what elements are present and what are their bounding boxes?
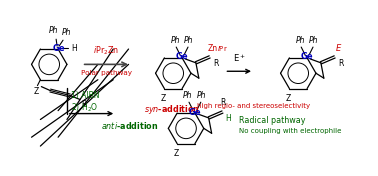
Text: E: E	[336, 44, 341, 53]
Text: R: R	[220, 98, 226, 107]
Text: No coupling with electrophile: No coupling with electrophile	[239, 128, 342, 134]
Text: high regio- and stereoselectivity: high regio- and stereoselectivity	[197, 103, 310, 109]
Text: Ph: Ph	[184, 36, 194, 45]
Text: $\it{anti}$-addition: $\it{anti}$-addition	[101, 121, 159, 131]
Text: Ph: Ph	[309, 36, 319, 45]
Text: Ge: Ge	[53, 43, 65, 53]
Text: Ge: Ge	[189, 108, 201, 117]
Text: Zn: Zn	[208, 44, 218, 53]
Text: 2) H$_2$O: 2) H$_2$O	[71, 101, 98, 114]
Text: R: R	[339, 59, 344, 68]
Text: Z: Z	[174, 149, 179, 158]
Text: Ge: Ge	[301, 52, 313, 61]
Text: E$^+$: E$^+$	[233, 53, 246, 64]
Text: Ph: Ph	[197, 91, 206, 100]
Text: $\it{i}$Pr: $\it{i}$Pr	[217, 44, 228, 53]
Text: Ge: Ge	[176, 52, 188, 61]
Text: $\it{syn}$-addition: $\it{syn}$-addition	[144, 103, 200, 116]
Text: Z: Z	[286, 93, 291, 102]
Text: Ph: Ph	[170, 36, 180, 45]
Text: Z: Z	[161, 93, 166, 102]
Text: $\it{i}$Pr$_2$Zn: $\it{i}$Pr$_2$Zn	[93, 45, 119, 58]
Text: Ph: Ph	[296, 36, 305, 45]
Text: Radical pathway: Radical pathway	[239, 116, 306, 125]
Text: Ph: Ph	[48, 26, 58, 35]
Text: Ph: Ph	[62, 28, 72, 37]
Text: Ph: Ph	[183, 91, 193, 100]
Text: H: H	[71, 43, 77, 53]
Text: R: R	[214, 59, 219, 68]
Text: R: R	[82, 100, 87, 109]
Text: Z: Z	[34, 87, 39, 96]
Text: Polar pathway: Polar pathway	[81, 70, 132, 76]
Text: 1) AIBN: 1) AIBN	[71, 91, 99, 100]
Text: H: H	[225, 114, 231, 123]
